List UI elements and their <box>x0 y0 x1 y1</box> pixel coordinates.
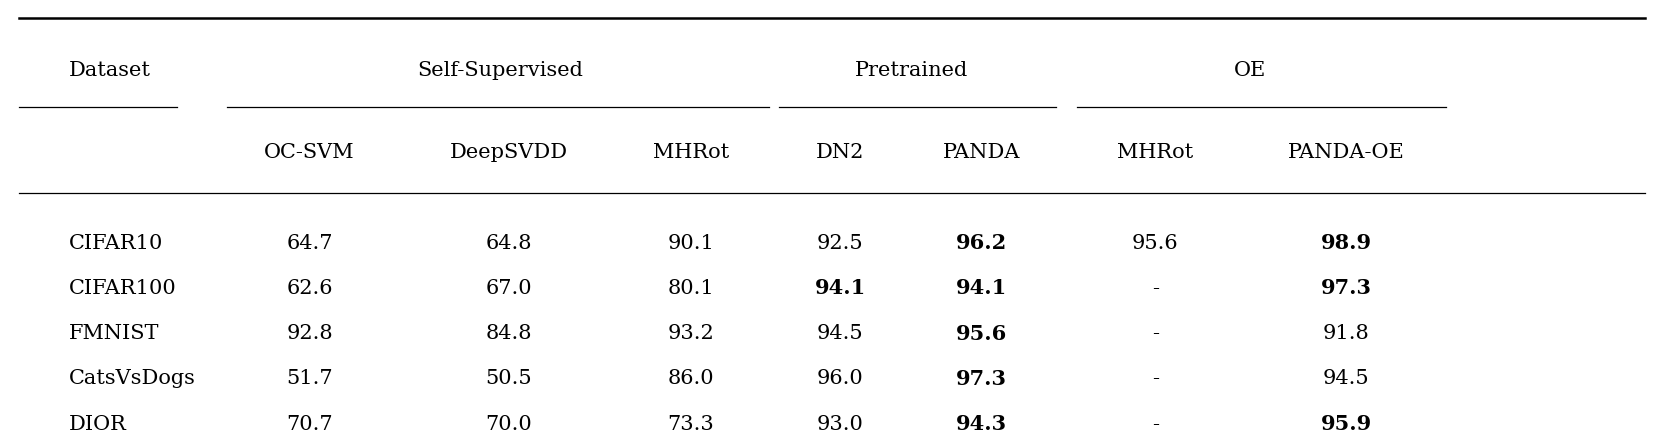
Text: OE: OE <box>1233 61 1266 80</box>
Text: 96.0: 96.0 <box>817 368 864 388</box>
Text: DN2: DN2 <box>815 143 865 162</box>
Text: DIOR: DIOR <box>70 414 126 433</box>
Text: 92.8: 92.8 <box>286 323 333 342</box>
Text: 64.8: 64.8 <box>486 233 532 252</box>
Text: CIFAR100: CIFAR100 <box>70 278 176 297</box>
Text: DeepSVDD: DeepSVDD <box>449 143 567 162</box>
Text: -: - <box>1151 368 1158 388</box>
Text: OC-SVM: OC-SVM <box>265 143 354 162</box>
Text: 80.1: 80.1 <box>667 278 714 297</box>
Text: 64.7: 64.7 <box>286 233 333 252</box>
Text: 86.0: 86.0 <box>667 368 714 388</box>
Text: -: - <box>1151 414 1158 433</box>
Text: 94.1: 94.1 <box>815 278 865 298</box>
Text: 70.7: 70.7 <box>286 414 333 433</box>
Text: 94.5: 94.5 <box>1323 368 1369 388</box>
Text: 92.5: 92.5 <box>817 233 864 252</box>
Text: 62.6: 62.6 <box>286 278 333 297</box>
Text: 70.0: 70.0 <box>486 414 532 433</box>
Text: 73.3: 73.3 <box>667 414 714 433</box>
Text: 97.3: 97.3 <box>1321 278 1371 298</box>
Text: CatsVsDogs: CatsVsDogs <box>70 368 196 388</box>
Text: 95.6: 95.6 <box>955 323 1007 343</box>
Text: -: - <box>1151 323 1158 342</box>
Text: Dataset: Dataset <box>70 61 151 80</box>
Text: PANDA: PANDA <box>942 143 1020 162</box>
Text: MHRot: MHRot <box>652 143 729 162</box>
Text: 95.9: 95.9 <box>1321 413 1371 433</box>
Text: 67.0: 67.0 <box>486 278 532 297</box>
Text: 50.5: 50.5 <box>486 368 532 388</box>
Text: FMNIST: FMNIST <box>70 323 160 342</box>
Text: 84.8: 84.8 <box>486 323 532 342</box>
Text: 93.0: 93.0 <box>817 414 864 433</box>
Text: 94.1: 94.1 <box>955 278 1007 298</box>
Text: 94.5: 94.5 <box>817 323 864 342</box>
Text: CIFAR10: CIFAR10 <box>70 233 163 252</box>
Text: Self-Supervised: Self-Supervised <box>418 61 584 80</box>
Text: PANDA-OE: PANDA-OE <box>1288 143 1404 162</box>
Text: -: - <box>1151 278 1158 297</box>
Text: 94.3: 94.3 <box>955 413 1007 433</box>
Text: 98.9: 98.9 <box>1321 233 1371 253</box>
Text: MHRot: MHRot <box>1117 143 1193 162</box>
Text: 96.2: 96.2 <box>955 233 1007 253</box>
Text: 97.3: 97.3 <box>955 368 1007 388</box>
Text: 93.2: 93.2 <box>667 323 714 342</box>
Text: 91.8: 91.8 <box>1323 323 1369 342</box>
Text: 51.7: 51.7 <box>286 368 333 388</box>
Text: Pretrained: Pretrained <box>855 61 968 80</box>
Text: 90.1: 90.1 <box>667 233 714 252</box>
Text: 95.6: 95.6 <box>1132 233 1178 252</box>
